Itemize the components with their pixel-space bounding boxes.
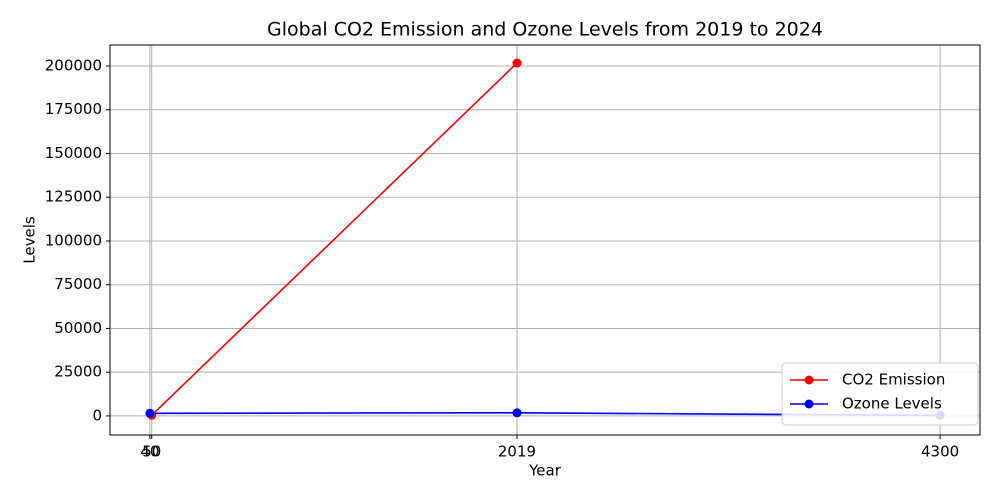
line [151, 62, 518, 416]
chart-title: Global CO2 Emission and Ozone Levels fro… [267, 19, 823, 41]
legend-label: Ozone Levels [842, 395, 942, 413]
y-tick-label: 175000 [45, 100, 102, 118]
y-axis-label: Levels [21, 216, 39, 264]
x-tick-label: 50 [142, 443, 161, 461]
x-tick-label: 2019 [498, 443, 536, 461]
y-tick-label: 200000 [45, 56, 102, 74]
y-tick-label: 75000 [54, 275, 102, 293]
y-tick-label: 150000 [45, 144, 102, 162]
legend-marker [804, 399, 814, 409]
point [145, 408, 155, 418]
y-tick-label: 0 [92, 406, 102, 424]
point [512, 408, 522, 418]
x-tick-label: 40 [140, 443, 159, 461]
legend-label: CO2 Emission [842, 371, 945, 389]
plot-frame [109, 44, 981, 436]
x-tick-label: 4300 [921, 443, 959, 461]
x-axis-label: Year [528, 462, 562, 480]
y-tick-label: 50000 [54, 319, 102, 337]
y-tick-label: 125000 [45, 188, 102, 206]
y-tick-label: 25000 [54, 363, 102, 381]
legend-box [781, 362, 979, 426]
point [512, 58, 522, 68]
y-tick-label: 100000 [45, 231, 102, 249]
legend-marker [804, 375, 814, 385]
